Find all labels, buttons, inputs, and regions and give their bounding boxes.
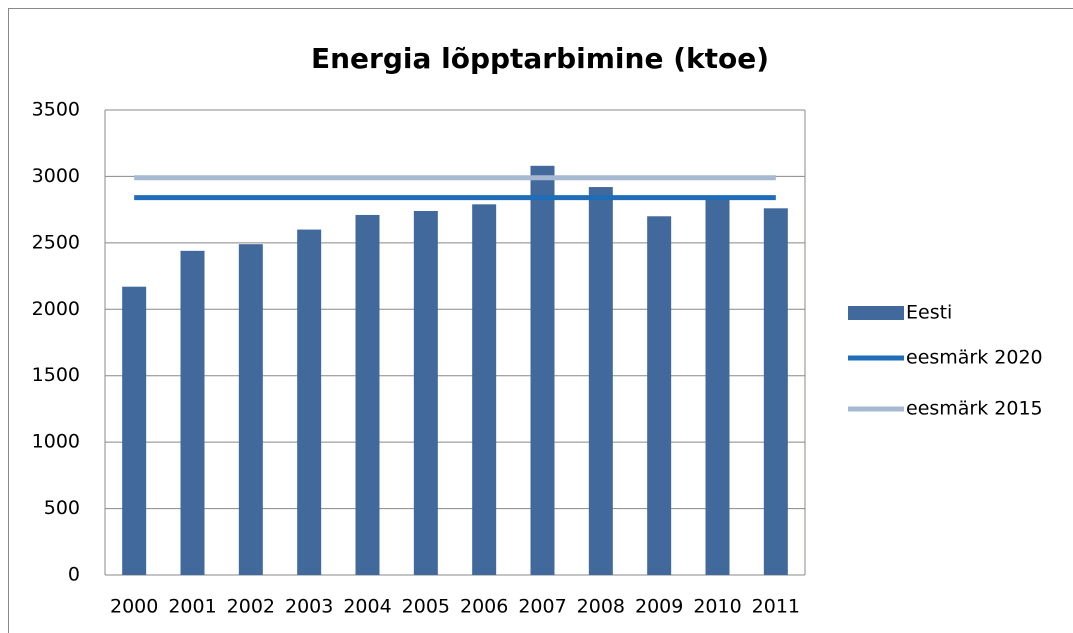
y-tick-label: 1500 [32,364,80,386]
y-tick-label: 500 [44,497,80,519]
x-tick-label: 2009 [635,596,683,618]
x-tick-label: 2005 [402,596,450,618]
bar [413,210,438,575]
bar [122,286,147,575]
x-tick-label: 2004 [343,596,391,618]
legend-label: eesmärk 2020 [906,347,1043,369]
bar [705,197,730,575]
y-tick-label: 1000 [32,431,80,453]
bar [355,214,380,575]
y-tick-label: 0 [68,564,80,586]
x-tick-label: 2008 [577,596,625,618]
legend-swatch [848,306,904,320]
x-tick-label: 2001 [168,596,216,618]
legend-label: eesmärk 2015 [906,398,1043,420]
bar [297,229,322,576]
x-tick-label: 2002 [227,596,275,618]
x-tick-label: 2006 [460,596,508,618]
x-tick-label: 2011 [752,596,800,618]
x-tick-label: 2003 [285,596,333,618]
legend-label: Eesti [906,302,952,324]
x-tick-label: 2010 [693,596,741,618]
bar [238,244,263,575]
bar [180,250,205,576]
x-tick-label: 2007 [518,596,566,618]
y-tick-label: 2500 [32,231,80,253]
y-tick-label: 3000 [32,165,80,187]
y-tick-label: 3500 [32,99,80,121]
chart-title: Energia lõpptarbimine (ktoe) [311,42,769,75]
bar [472,204,497,576]
y-tick-label: 2000 [32,298,80,320]
x-tick-label: 2000 [110,596,158,618]
bar [588,187,613,576]
bar [647,216,672,576]
bar [763,208,788,576]
bar [530,165,555,576]
